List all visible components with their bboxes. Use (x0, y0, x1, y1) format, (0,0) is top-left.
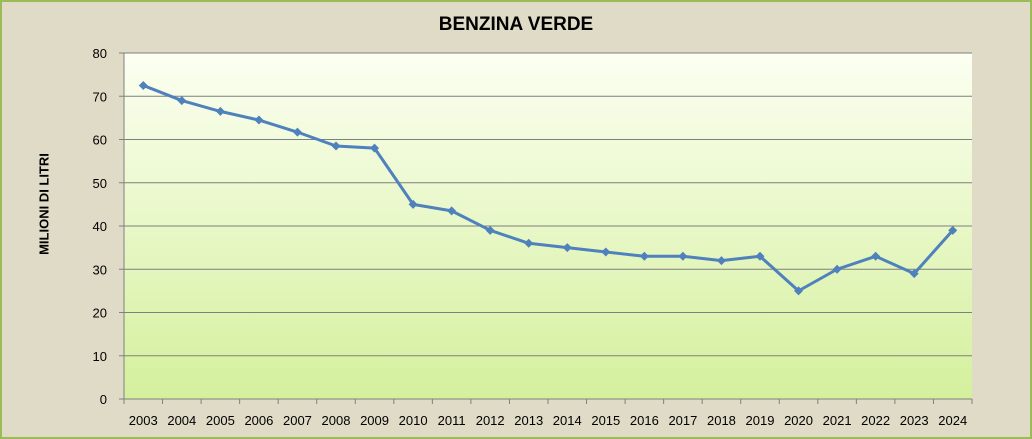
axes (123, 53, 973, 404)
data-point-2015 (601, 247, 611, 257)
x-tick-label: 2019 (746, 413, 775, 428)
chart-title: BENZINA VERDE (438, 14, 594, 35)
data-point-2012 (485, 225, 495, 235)
y-tick-label: 30 (93, 262, 107, 277)
data-point-2005 (215, 106, 225, 116)
x-tick-labels: 2003 2004 2005 2006 2007 2008 2009 2010 2011 2012… (129, 413, 967, 428)
data-point-2009 (370, 143, 380, 153)
x-tick-label: 2012 (476, 413, 505, 428)
data-point-2003 (138, 80, 148, 90)
data-point-2010 (408, 199, 418, 209)
x-tick-label: 2013 (514, 413, 543, 428)
x-tick-label: 2021 (823, 413, 852, 428)
y-tick-label: 60 (93, 133, 107, 148)
data-point-2020 (794, 286, 804, 296)
data-point-2006 (254, 115, 264, 125)
x-tick-label: 2014 (553, 413, 582, 428)
data-point-2011 (447, 206, 457, 216)
x-tick-label: 2020 (784, 413, 813, 428)
x-tick-label: 2008 (322, 413, 351, 428)
data-point-2022 (871, 251, 881, 261)
data-point-2008 (331, 141, 341, 151)
x-tick-label: 2023 (900, 413, 929, 428)
y-tick-label: 20 (93, 306, 107, 321)
x-tick-label: 2004 (167, 413, 196, 428)
data-point-2024 (948, 225, 958, 235)
data-point-2021 (832, 264, 842, 274)
y-tick-label: 70 (93, 89, 107, 104)
data-point-2014 (562, 243, 572, 253)
gridlines (119, 52, 972, 400)
data-point-2019 (755, 251, 765, 261)
x-tick-label: 2024 (938, 413, 967, 428)
x-tick-label: 2017 (668, 413, 697, 428)
data-point-2004 (177, 96, 187, 106)
x-tick-label: 2007 (283, 413, 312, 428)
data-point-2023 (909, 269, 919, 279)
data-point-2018 (716, 256, 726, 266)
x-tick-label: 2010 (399, 413, 428, 428)
x-tick-label: 2005 (206, 413, 235, 428)
data-point-2017 (678, 251, 688, 261)
x-tick-label: 2011 (438, 413, 466, 428)
x-tick-label: 2022 (861, 413, 890, 428)
y-tick-label: 50 (93, 176, 107, 191)
x-tick-label: 2015 (591, 413, 620, 428)
x-tick-label: 2006 (244, 413, 273, 428)
y-tick-label: 80 (93, 46, 107, 61)
y-tick-label: 0 (100, 392, 107, 407)
x-tick-label: 2016 (630, 413, 659, 428)
data-point-2013 (524, 238, 534, 248)
x-tick-label: 2009 (360, 413, 389, 428)
data-point-2007 (292, 127, 302, 137)
series (138, 80, 958, 296)
x-tick-label: 2018 (707, 413, 736, 428)
data-point-2016 (639, 251, 649, 261)
y-tick-label: 40 (93, 219, 107, 234)
y-tick-labels: 0 10 20 30 40 50 60 70 80 (93, 46, 107, 407)
y-tick-label: 10 (93, 349, 107, 364)
series-line (142, 84, 954, 293)
x-tick-label: 2003 (129, 413, 158, 428)
